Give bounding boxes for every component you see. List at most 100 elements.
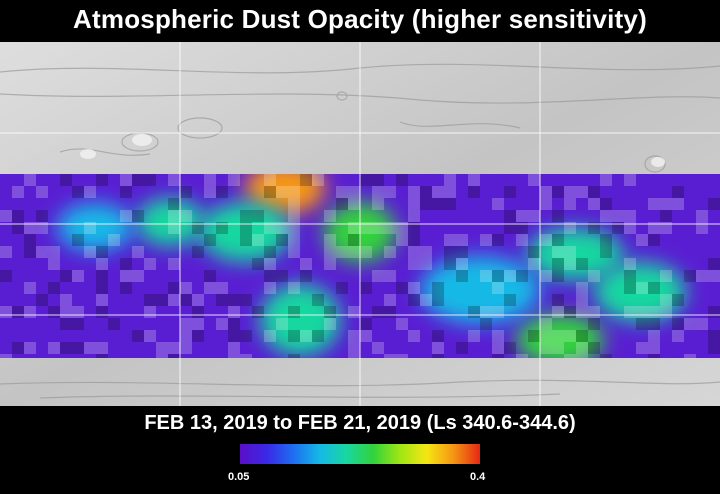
opacity-pixel	[216, 222, 228, 234]
opacity-pixel	[396, 282, 408, 294]
opacity-hotspot	[260, 284, 340, 356]
opacity-pixel	[432, 354, 444, 358]
opacity-pixel	[444, 186, 456, 198]
opacity-pixel	[408, 234, 420, 246]
opacity-pixel	[336, 282, 348, 294]
opacity-pixel	[120, 210, 132, 222]
opacity-pixel	[180, 210, 192, 222]
opacity-pixel	[396, 222, 408, 234]
opacity-pixel	[648, 282, 660, 294]
opacity-pixel	[600, 210, 612, 222]
opacity-pixel	[492, 330, 504, 342]
opacity-pixel	[492, 234, 504, 246]
opacity-pixel	[420, 186, 432, 198]
opacity-pixel	[96, 258, 108, 270]
opacity-pixel	[708, 258, 720, 270]
opacity-pixel	[408, 198, 420, 210]
opacity-pixel	[696, 318, 708, 330]
opacity-pixel	[564, 354, 576, 358]
opacity-pixel	[348, 234, 360, 246]
opacity-pixel	[288, 198, 300, 210]
opacity-pixel	[564, 330, 576, 342]
opacity-pixel	[624, 174, 636, 186]
opacity-pixel	[540, 270, 552, 282]
opacity-pixel	[540, 330, 552, 342]
opacity-pixel	[252, 258, 264, 270]
opacity-pixelation	[0, 174, 720, 358]
opacity-pixel	[288, 246, 300, 258]
opacity-pixel	[360, 318, 372, 330]
opacity-pixel	[288, 306, 300, 318]
opacity-pixel	[24, 282, 36, 294]
opacity-pixel	[24, 234, 36, 246]
opacity-pixel	[84, 222, 96, 234]
opacity-band	[0, 174, 720, 358]
opacity-pixel	[408, 282, 420, 294]
opacity-pixel	[636, 282, 648, 294]
opacity-pixel	[240, 330, 252, 342]
opacity-pixel	[168, 210, 180, 222]
opacity-pixel	[264, 330, 276, 342]
opacity-pixel	[324, 318, 336, 330]
opacity-pixel	[324, 306, 336, 318]
opacity-pixel	[240, 354, 252, 358]
opacity-pixel	[264, 258, 276, 270]
opacity-pixel	[312, 330, 324, 342]
opacity-pixel	[324, 246, 336, 258]
opacity-pixel	[372, 342, 384, 354]
opacity-pixel	[408, 330, 420, 342]
opacity-pixel	[12, 186, 24, 198]
opacity-pixel	[672, 186, 684, 198]
opacity-pixel	[120, 258, 132, 270]
opacity-pixel	[300, 258, 312, 270]
opacity-pixel	[192, 318, 204, 330]
opacity-pixel	[192, 294, 204, 306]
opacity-pixel	[648, 234, 660, 246]
opacity-pixel	[432, 294, 444, 306]
opacity-pixel	[0, 354, 12, 358]
opacity-pixel	[672, 318, 684, 330]
opacity-pixel	[96, 282, 108, 294]
opacity-pixel	[72, 306, 84, 318]
opacity-pixel	[0, 246, 12, 258]
opacity-pixel	[24, 246, 36, 258]
opacity-pixel	[228, 330, 240, 342]
opacity-pixel	[132, 246, 144, 258]
opacity-pixel	[24, 306, 36, 318]
opacity-pixel	[48, 246, 60, 258]
opacity-pixel	[228, 174, 240, 186]
opacity-pixel	[288, 234, 300, 246]
opacity-pixel	[384, 306, 396, 318]
opacity-pixel	[156, 294, 168, 306]
opacity-pixel	[60, 306, 72, 318]
opacity-pixel	[84, 246, 96, 258]
opacity-pixel	[348, 222, 360, 234]
opacity-pixel	[468, 174, 480, 186]
opacity-pixel	[228, 306, 240, 318]
opacity-pixel	[396, 354, 408, 358]
opacity-pixel	[84, 186, 96, 198]
opacity-pixel	[552, 330, 564, 342]
opacity-pixel	[156, 354, 168, 358]
opacity-pixel	[504, 294, 516, 306]
opacity-pixel	[144, 330, 156, 342]
opacity-pixel	[12, 306, 24, 318]
opacity-pixel	[264, 186, 276, 198]
opacity-pixel	[132, 330, 144, 342]
opacity-pixel	[168, 174, 180, 186]
opacity-pixel	[492, 306, 504, 318]
opacity-pixel	[360, 222, 372, 234]
opacity-pixel	[396, 234, 408, 246]
opacity-pixel	[300, 174, 312, 186]
opacity-pixel	[156, 342, 168, 354]
opacity-pixel	[660, 306, 672, 318]
opacity-pixel	[708, 270, 720, 282]
opacity-pixel	[336, 198, 348, 210]
opacity-pixel	[708, 306, 720, 318]
opacity-pixel	[144, 306, 156, 318]
opacity-pixel	[276, 318, 288, 330]
opacity-pixel	[180, 186, 192, 198]
opacity-pixel	[372, 198, 384, 210]
opacity-pixel	[408, 246, 420, 258]
opacity-pixel	[36, 186, 48, 198]
